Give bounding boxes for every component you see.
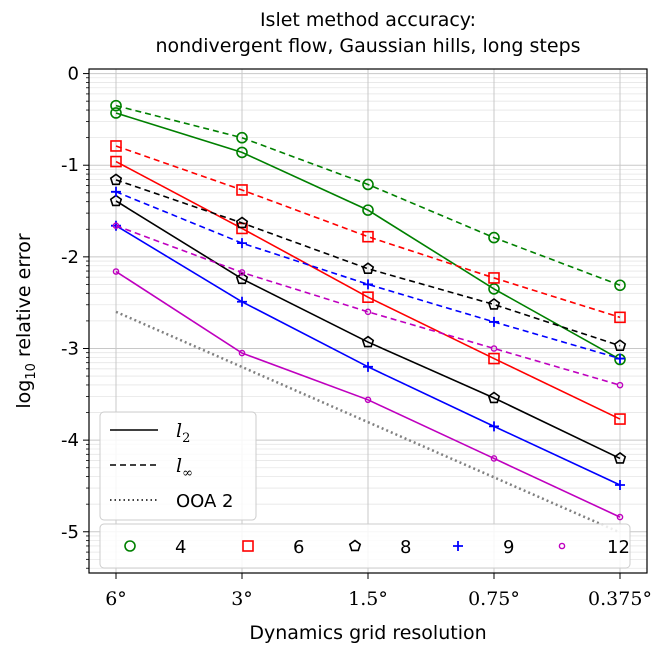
chart-title-line-2: nondivergent flow, Gaussian hills, long … (155, 35, 580, 57)
series-9-l2-point (615, 480, 625, 491)
ooa2-reference-line (115, 310, 621, 534)
x-axis: 6° 3° 1.5° 0.75° 0.375° (105, 573, 651, 610)
series-6-l2-point (614, 413, 626, 425)
legend-label-9: 9 (503, 537, 514, 558)
legend-marker-12 (558, 542, 566, 550)
series-4-linf-point (236, 131, 248, 144)
series-4-l2-point (488, 283, 500, 295)
legend-ooa-label: OOA 2 (176, 491, 234, 512)
series-8-l2-point (235, 272, 249, 285)
series-8-linf-point (235, 216, 249, 229)
series-6-linf-point (614, 311, 626, 324)
y-tick-label: -4 (61, 430, 79, 451)
series-6-linf-point (236, 184, 248, 196)
series-12-l2-point (616, 513, 624, 521)
series-6-l2-line (115, 160, 621, 420)
legend-label-12: 12 (607, 537, 630, 558)
y-axis-label-prefix: log (13, 380, 35, 409)
series-4-l2-point (362, 204, 374, 216)
series-4-linf-point (614, 279, 626, 292)
series-8-linf-point (109, 173, 123, 186)
legend-styles: l2 l∞ OOA 2 (99, 411, 257, 521)
series-8-linf-point (613, 339, 627, 351)
series-8-l2-point (361, 335, 375, 348)
series-9-linf-point (237, 238, 247, 249)
legend-marker-9 (453, 541, 463, 551)
series-12-linf-point (364, 308, 372, 316)
series-12-linf-point (112, 222, 120, 229)
series-12-linf-point (490, 345, 498, 352)
series-12-linf-point (616, 381, 624, 389)
legend-marker-4 (124, 540, 136, 552)
legend-linf-label: l∞ (176, 455, 193, 481)
series-12-linf-line (115, 224, 621, 386)
series-4-linf-point (488, 231, 500, 244)
x-tick-label: 1.5° (348, 588, 388, 610)
y-tick-label: -2 (61, 247, 79, 268)
series-9-linf-point (615, 353, 625, 364)
x-tick-label: 3° (231, 588, 253, 610)
series-6-linf-line (115, 145, 621, 319)
y-axis-label-suffix: relative error (13, 233, 35, 363)
series-6-linf-point (110, 140, 122, 152)
series-6-l2-point (488, 352, 500, 365)
series-4-linf-point (110, 99, 122, 112)
series-12-l2-point (238, 349, 246, 357)
x-axis-label: Dynamics grid resolution (249, 622, 486, 644)
chart-title-line-1: Islet method accuracy: (260, 9, 476, 31)
series-9-l2-point (237, 296, 247, 307)
series-8-l2-point (613, 451, 627, 464)
series-8-linf-point (487, 298, 501, 310)
series-4-linf-line (115, 104, 621, 287)
legend-label-6: 6 (293, 537, 304, 558)
legend-series-box (99, 523, 631, 569)
series-12-l2-point (490, 455, 498, 462)
series-9-linf-point (363, 279, 373, 290)
series-4-l2-point (110, 107, 122, 119)
series-8-l2-point (487, 391, 501, 404)
series-6-l2-point (110, 155, 122, 168)
series-9-l2-point (489, 421, 499, 432)
legend-styles-box (99, 411, 257, 521)
series-8-l2-point (109, 194, 123, 207)
series-6-linf-point (488, 272, 500, 284)
series-4-linf-point (362, 178, 374, 191)
series-8-linf-point (361, 262, 375, 275)
legend-l2-label: l2 (176, 420, 190, 446)
series-9-linf-line (115, 191, 621, 360)
legend-series: 4 6 8 9 12 (99, 523, 631, 569)
y-tick-label: -3 (61, 338, 79, 359)
series-4-l2-point (236, 146, 248, 159)
x-tick-label: 0.375° (588, 588, 651, 610)
series-9-l2-point (363, 361, 373, 372)
y-axis-label: log10 relative error (13, 233, 39, 408)
series-6-l2-point (362, 291, 374, 303)
legend-label-4: 4 (175, 537, 186, 558)
series-9-linf-point (489, 316, 499, 327)
series-9-linf-point (111, 186, 121, 197)
y-tick-label: 0 (68, 64, 79, 85)
x-tick-label: 6° (105, 588, 127, 610)
y-axis-label-sub: 10 (24, 363, 39, 380)
y-tick-label: -5 (61, 522, 79, 543)
series-8-l2-line (115, 200, 621, 460)
y-tick-label: -1 (61, 155, 79, 176)
series-4-l2-line (115, 112, 621, 361)
series-12-l2-point (112, 268, 120, 275)
series-9-l2-point (111, 220, 121, 231)
legend-label-8: 8 (400, 537, 411, 558)
ooa2-line (115, 310, 621, 534)
series-12-l2-line (115, 270, 621, 518)
y-axis: 0 -1 -2 -3 -4 -5 (61, 64, 89, 569)
series-group (109, 99, 627, 521)
legend-marker-8 (348, 539, 362, 552)
series-12-linf-point (238, 269, 246, 276)
legend-marker-6 (242, 540, 254, 552)
x-tick-label: 0.75° (468, 588, 520, 610)
series-6-linf-point (362, 230, 374, 243)
series-12-l2-point (364, 396, 372, 404)
series-8-linf-line (115, 179, 621, 347)
